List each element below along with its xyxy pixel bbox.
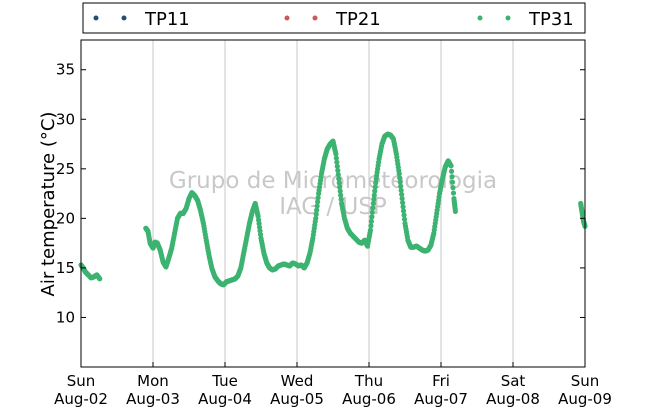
- data-point-tp31: [397, 175, 403, 181]
- x-tick-label-date: Aug-08: [486, 390, 540, 408]
- data-point-tp31: [398, 183, 404, 189]
- data-point-tp31: [450, 190, 457, 196]
- x-tick-label-date: Aug-09: [558, 390, 612, 408]
- y-tick-label: 10: [56, 308, 75, 326]
- legend-marker-tp21: [284, 15, 290, 21]
- data-point-tp31: [315, 195, 321, 201]
- legend-entry-tp11: TP11: [93, 9, 190, 30]
- y-axis-ticks: 10 15 20 25 30 35: [56, 61, 585, 326]
- data-point-tp31: [368, 223, 374, 229]
- data-point-tp31: [314, 203, 320, 209]
- grid: [152, 40, 514, 367]
- data-point-tp31: [452, 208, 458, 215]
- legend-marker-tp31: [505, 15, 511, 21]
- data-point-tp31: [400, 204, 406, 210]
- x-tick-label-weekday: Thu: [354, 372, 383, 390]
- data-point-tp31: [369, 209, 375, 216]
- legend-marker-tp11: [121, 15, 127, 21]
- data-point-tp31: [367, 227, 374, 233]
- legend-marker-tp21: [312, 15, 318, 21]
- data-point-tp31: [335, 167, 341, 174]
- y-tick-label: 25: [56, 160, 75, 178]
- x-tick-label-date: Aug-04: [198, 390, 252, 408]
- data-point-tp31: [313, 211, 319, 217]
- data-point-tp31: [400, 200, 406, 206]
- legend: TP11 TP21 TP31: [82, 2, 586, 34]
- data-point-tp31: [401, 216, 408, 222]
- data-point-tp31: [337, 188, 343, 194]
- x-tick-label-date: Aug-02: [54, 390, 108, 408]
- data-point-tp31: [314, 207, 320, 213]
- data-point-tp31: [338, 196, 344, 202]
- data-point-tp31: [315, 199, 321, 205]
- data-point-tp31: [369, 214, 375, 220]
- y-tick-label: 30: [56, 110, 75, 128]
- data-point-tp31: [334, 163, 340, 169]
- data-point-tp31: [372, 184, 378, 190]
- x-tick-label-weekday: Tue: [211, 372, 238, 390]
- data-point-tp31: [449, 174, 455, 180]
- x-axis-ticks: SunAug-02MonAug-03TueAug-04WedAug-05ThuA…: [54, 362, 612, 408]
- data-point-tp31: [400, 208, 407, 214]
- data-point-tp31: [450, 185, 456, 191]
- data-point-tp31: [371, 196, 377, 202]
- legend-label-tp31: TP31: [528, 9, 574, 30]
- data-point-tp31: [373, 180, 379, 186]
- data-point-tp31: [333, 151, 339, 157]
- x-tick-label-weekday: Sat: [501, 372, 526, 390]
- data-point-tp31: [368, 218, 374, 224]
- data-point-tp31: [399, 195, 405, 202]
- data-point-tp31: [398, 187, 404, 193]
- y-tick-label: 15: [56, 259, 75, 277]
- data-point-tp31: [370, 200, 376, 207]
- legend-marker-tp31: [477, 15, 483, 21]
- data-point-tp31: [336, 176, 342, 182]
- x-tick-label-weekday: Fri: [432, 372, 450, 390]
- plot-frame: [80, 39, 586, 368]
- data-point-tp31: [370, 205, 376, 211]
- x-tick-label-date: Aug-06: [342, 390, 396, 408]
- y-tick-label: 35: [56, 61, 75, 79]
- legend-frame: [82, 2, 586, 34]
- data-point-tp31: [371, 192, 377, 198]
- watermark-line1: Grupo de Micrometeorologia: [169, 168, 497, 194]
- x-tick-label-date: Aug-07: [414, 390, 468, 408]
- data-point-tp31: [448, 168, 455, 174]
- data-point-tp31: [337, 184, 343, 190]
- legend-label-tp21: TP21: [335, 9, 381, 30]
- legend-marker-tp11: [93, 15, 99, 21]
- data-point-tp31: [401, 212, 407, 218]
- data-point-tp31: [449, 179, 456, 185]
- x-tick-label-weekday: Mon: [137, 372, 169, 390]
- x-tick-label-weekday: Wed: [281, 372, 314, 390]
- data-point-tp31: [399, 191, 405, 198]
- x-tick-label-date: Aug-05: [270, 390, 324, 408]
- data-point-tp31: [372, 188, 378, 194]
- data-point-tp31: [333, 155, 339, 161]
- data-point-tp31: [397, 179, 403, 185]
- y-tick-label: 20: [56, 209, 75, 227]
- data-point-tp31: [448, 163, 454, 169]
- data-point-tp31: [334, 159, 340, 165]
- data-point-tp31: [336, 180, 342, 186]
- x-tick-label-date: Aug-03: [126, 390, 180, 408]
- data-point-tp31: [313, 215, 319, 221]
- data-point-tp31: [97, 276, 103, 282]
- data-point-tp31: [338, 192, 344, 198]
- legend-label-tp11: TP11: [144, 9, 190, 30]
- legend-entry-tp31: TP31: [477, 9, 574, 30]
- x-tick-label-weekday: Sun: [571, 372, 600, 390]
- legend-entry-tp21: TP21: [284, 9, 381, 30]
- data-point-tp31: [335, 171, 341, 178]
- watermark-line2: IAG / USP: [279, 194, 387, 220]
- data-point-tp31: [396, 171, 402, 177]
- x-tick-label-weekday: Sun: [67, 372, 96, 390]
- y-axis-title: Air temperature (°C): [38, 112, 59, 297]
